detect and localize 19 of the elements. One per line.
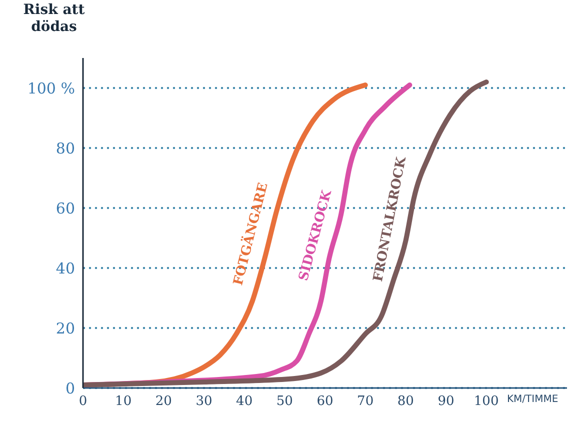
x-tick-label: 100 <box>474 394 499 410</box>
x-tick-label: 50 <box>276 394 293 410</box>
y-tick-label: 0 <box>65 379 75 398</box>
x-tick-label: 0 <box>78 394 88 410</box>
x-tick-label: 20 <box>155 394 172 410</box>
y-axis-title: Risk att dödas <box>22 2 86 36</box>
x-tick-label: 10 <box>115 394 132 410</box>
x-tick-label: 80 <box>397 394 414 410</box>
y-tick-label: 20 <box>56 319 75 338</box>
y-tick-label: 100 % <box>27 79 75 98</box>
x-tick-label: 40 <box>236 394 253 410</box>
x-tick-label: 30 <box>196 394 212 410</box>
x-tick-label: 90 <box>438 394 454 410</box>
x-tick-label: 60 <box>316 394 334 410</box>
x-tick-label: 70 <box>357 394 374 410</box>
y-tick-label: 60 <box>56 199 75 218</box>
x-axis-title: KM/TIMME <box>507 394 558 405</box>
y-tick-label: 40 <box>56 259 75 278</box>
y-tick-label: 80 <box>56 139 75 158</box>
